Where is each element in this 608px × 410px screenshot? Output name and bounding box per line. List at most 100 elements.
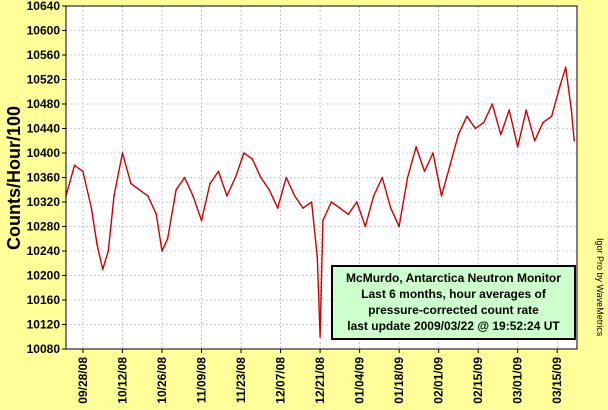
data-point	[276, 207, 279, 209]
data-point	[226, 195, 228, 197]
y-tick-label: 10280	[27, 220, 61, 234]
data-point	[508, 109, 511, 111]
y-tick-label: 10160	[27, 293, 61, 307]
data-point	[166, 238, 169, 240]
data-point	[491, 103, 494, 105]
data-point	[533, 140, 536, 142]
data-point	[155, 213, 158, 216]
annotation-line-1: McMurdo, Antarctica Neutron Monitor	[346, 271, 561, 285]
series-line	[65, 66, 575, 338]
data-point	[564, 66, 567, 69]
data-point	[285, 176, 288, 179]
data-point	[372, 195, 375, 197]
y-tick-label: 10200	[27, 269, 61, 283]
data-point	[251, 158, 254, 160]
data-point	[217, 170, 220, 173]
data-point	[322, 219, 324, 222]
y-axis: 10080 10120 10160 10200 10240 10280 10320 10360…	[27, 0, 66, 356]
data-point	[121, 152, 124, 154]
data-point	[96, 244, 98, 246]
data-point	[234, 176, 237, 179]
data-point	[398, 225, 400, 228]
y-tick-label: 10440	[27, 122, 61, 136]
data-point	[356, 201, 358, 203]
data-point	[302, 207, 304, 209]
annotation-box: McMurdo, Antarctica Neutron Monitor Last…	[331, 265, 576, 340]
x-tick-label: 11/23/08	[234, 357, 248, 403]
data-point	[319, 336, 321, 338]
data-point	[466, 115, 468, 118]
data-point	[310, 201, 313, 203]
credit-text: Igor Pro by WaveMetrics	[595, 238, 605, 337]
data-point	[101, 268, 104, 271]
data-point	[440, 195, 443, 197]
y-tick-label: 10520	[27, 73, 61, 87]
data-point	[161, 250, 163, 252]
data-point	[90, 207, 93, 209]
x-tick-label: 01/04/09	[353, 357, 367, 404]
data-point	[516, 146, 519, 148]
y-axis-label: Counts/Hour/100	[4, 106, 24, 250]
y-tick-label: 10400	[27, 146, 61, 160]
data-point	[130, 182, 132, 185]
data-point	[415, 146, 417, 148]
y-tick-label: 10560	[27, 48, 61, 62]
data-point	[474, 127, 477, 130]
x-tick-label: 02/15/09	[471, 357, 485, 404]
data-point	[389, 207, 392, 209]
data-point	[406, 176, 409, 179]
data-point	[432, 152, 434, 154]
x-tick-label: 11/09/08	[195, 357, 209, 403]
data-point	[175, 189, 177, 191]
data-point	[147, 195, 149, 197]
data-point	[138, 189, 141, 191]
data-point	[423, 170, 426, 173]
data-point	[449, 164, 451, 167]
y-tick-label: 10080	[27, 342, 61, 356]
data-point	[73, 164, 76, 167]
data-point	[82, 170, 84, 173]
y-tick-label: 10360	[27, 171, 61, 185]
annotation-line-4: last update 2009/03/22 @ 19:52:24 UT	[347, 319, 560, 333]
data-point	[316, 256, 319, 258]
data-point	[381, 176, 384, 179]
x-tick-label: 03/01/09	[511, 357, 525, 404]
y-tick-label: 10600	[27, 24, 61, 38]
annotation-line-3: pressure-corrected count rate	[368, 303, 539, 317]
x-tick-label: 12/21/08	[313, 357, 327, 404]
data-point	[107, 250, 110, 252]
x-axis: 09/28/08 10/12/08 10/26/08 11/09/08 11/23/08…	[76, 349, 564, 404]
x-tick-label: 10/26/08	[155, 357, 169, 404]
data-point	[209, 182, 211, 185]
annotation-line-2: Last 6 months, hour averages of	[361, 287, 546, 301]
x-tick-label: 12/07/08	[274, 357, 288, 404]
data-point	[260, 176, 262, 179]
data-point	[573, 140, 575, 142]
x-tick-label: 01/18/09	[392, 357, 406, 404]
data-point	[330, 201, 333, 203]
data-point	[483, 121, 485, 124]
data-point	[200, 219, 203, 222]
data-point	[293, 195, 296, 197]
data-point	[364, 225, 367, 228]
y-tick-label: 10240	[27, 244, 61, 258]
data-point	[183, 176, 186, 179]
y-tick-label: 10480	[27, 97, 61, 111]
x-tick-label: 10/12/08	[115, 357, 129, 404]
data-point	[570, 109, 573, 111]
y-tick-label: 10120	[27, 318, 61, 332]
data-point	[192, 195, 194, 197]
data-point	[268, 189, 271, 191]
x-tick-label: 02/01/09	[432, 357, 446, 404]
y-tick-label: 10640	[27, 0, 61, 13]
data-point	[243, 152, 245, 154]
x-tick-label: 03/15/09	[550, 357, 564, 404]
y-tick-label: 10320	[27, 195, 61, 209]
data-point	[500, 133, 502, 136]
data-point	[525, 109, 527, 111]
data-point	[457, 133, 460, 136]
data-point	[550, 115, 553, 118]
data-point	[113, 195, 115, 197]
x-tick-label: 09/28/08	[76, 357, 90, 404]
